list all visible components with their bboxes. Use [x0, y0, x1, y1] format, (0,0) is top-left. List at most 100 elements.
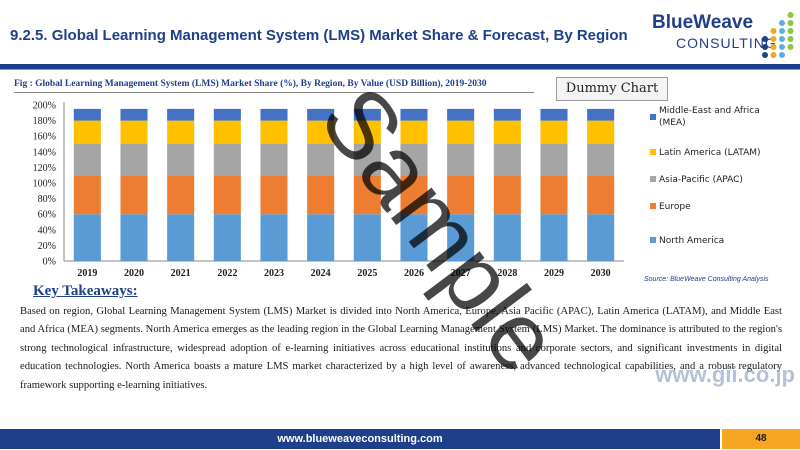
bar-segment [447, 214, 475, 261]
bar-segment [167, 144, 195, 176]
logo-dot [787, 20, 794, 26]
page-number: 48 [722, 429, 800, 449]
x-tick-label: 2028 [497, 268, 517, 279]
bar-segment [493, 120, 521, 144]
legend-swatch [650, 203, 656, 209]
x-tick-label: 2021 [171, 268, 191, 279]
bar-segment [447, 108, 475, 121]
bar-segment [260, 144, 288, 176]
bar-segment [73, 214, 101, 261]
bar-segment [120, 120, 148, 144]
logo-dot [770, 28, 777, 34]
bar-segment [540, 175, 568, 215]
y-tick-label: 120% [33, 163, 56, 174]
x-tick-label: 2029 [544, 268, 564, 279]
logo-subtitle: CONSULTING [676, 35, 777, 51]
y-tick-label: 180% [33, 116, 56, 127]
legend-label: North America [659, 236, 724, 246]
bar-segment [260, 175, 288, 215]
legend-label: Latin America (LATAM) [659, 148, 761, 158]
logo-dot [779, 44, 785, 50]
y-tick-label: 100% [33, 179, 56, 190]
bar-segment [540, 120, 568, 144]
bar-segment [307, 175, 335, 215]
bar-segment [353, 175, 381, 215]
bar-segment [493, 175, 521, 215]
bar-segment [213, 175, 241, 215]
stacked-bar-chart: 0% 20% 40% 60% 80% 100% 120% 140% 160% 180% 200% 20… [33, 101, 761, 280]
logo-dot [770, 44, 777, 50]
y-tick-label: 60% [38, 210, 56, 221]
bar-segment [120, 214, 148, 261]
logo-dot [787, 44, 794, 50]
logo-dot [770, 52, 777, 58]
bar-segment [400, 120, 428, 144]
logo-dot [779, 36, 785, 42]
logo-dot [787, 28, 794, 34]
bar-segment [447, 120, 475, 144]
logo-dot [762, 52, 768, 58]
x-tick-label: 2019 [77, 268, 97, 279]
bar-segment [353, 144, 381, 176]
y-tick-label: 140% [33, 147, 56, 158]
x-tick-label: 2025 [357, 268, 377, 279]
header-accent-rule [0, 69, 800, 70]
bar-segment [260, 120, 288, 144]
bar-segment [540, 144, 568, 176]
bar-segment [587, 175, 615, 215]
bar-segment [260, 108, 288, 121]
bar-segment [120, 175, 148, 215]
caption-divider [14, 92, 534, 93]
bar-segment [587, 214, 615, 261]
bar-segment [400, 108, 428, 121]
bar-segment [307, 144, 335, 176]
y-tick-label: 20% [38, 241, 56, 252]
legend-label: Europe [659, 202, 691, 212]
bar-segment [73, 108, 101, 121]
x-tick-label: 2020 [124, 268, 144, 279]
bar-segment [167, 214, 195, 261]
bar-segment [493, 214, 521, 261]
bar-segment [213, 214, 241, 261]
dummy-chart-label: Dummy Chart [556, 77, 668, 101]
bar-segment [307, 108, 335, 121]
figure-caption: Fig : Global Learning Management System … [14, 79, 487, 89]
y-tick-label: 160% [33, 132, 56, 143]
legend-swatch [650, 114, 656, 120]
y-tick-label: 200% [33, 101, 56, 112]
bar-segment [73, 144, 101, 176]
bar-segment [213, 144, 241, 176]
bar-segment [73, 120, 101, 144]
bar-segment [400, 144, 428, 176]
logo-dot [779, 20, 785, 26]
bar-segment [493, 144, 521, 176]
bar-segment [400, 214, 428, 261]
bar-segment [447, 144, 475, 176]
x-tick-label: 2022 [217, 268, 237, 279]
logo-wordmark: BlueWeave [652, 12, 754, 33]
x-tick-label: 2026 [404, 268, 424, 279]
legend-swatch [650, 176, 656, 182]
key-takeaways-text: Based on region, Global Learning Managem… [20, 306, 782, 391]
footer-url[interactable]: www.blueweaveconsulting.com [0, 429, 720, 449]
x-tick-label: 2023 [264, 268, 284, 279]
x-tick-label: 2030 [591, 268, 611, 279]
logo-dot [787, 12, 794, 18]
legend-label: Middle-East and Africa (MEA) [659, 106, 760, 128]
logo-dot [779, 28, 785, 34]
bar-segment [213, 108, 241, 121]
bar-segment [400, 175, 428, 215]
y-tick-label: 0% [43, 257, 56, 268]
bar-segment [447, 175, 475, 215]
bar-segment [213, 120, 241, 144]
x-tick-label: 2024 [311, 268, 331, 279]
bar-segment [540, 108, 568, 121]
source-note: Source: BlueWeave Consulting Analysis [644, 276, 769, 283]
bar-segment [493, 108, 521, 121]
logo-dots-icon [762, 12, 794, 58]
legend-swatch [650, 237, 656, 243]
bar-segment [73, 175, 101, 215]
page-title: 9.2.5. Global Learning Management System… [10, 27, 628, 44]
bar-segment [540, 214, 568, 261]
bar-segment [307, 120, 335, 144]
